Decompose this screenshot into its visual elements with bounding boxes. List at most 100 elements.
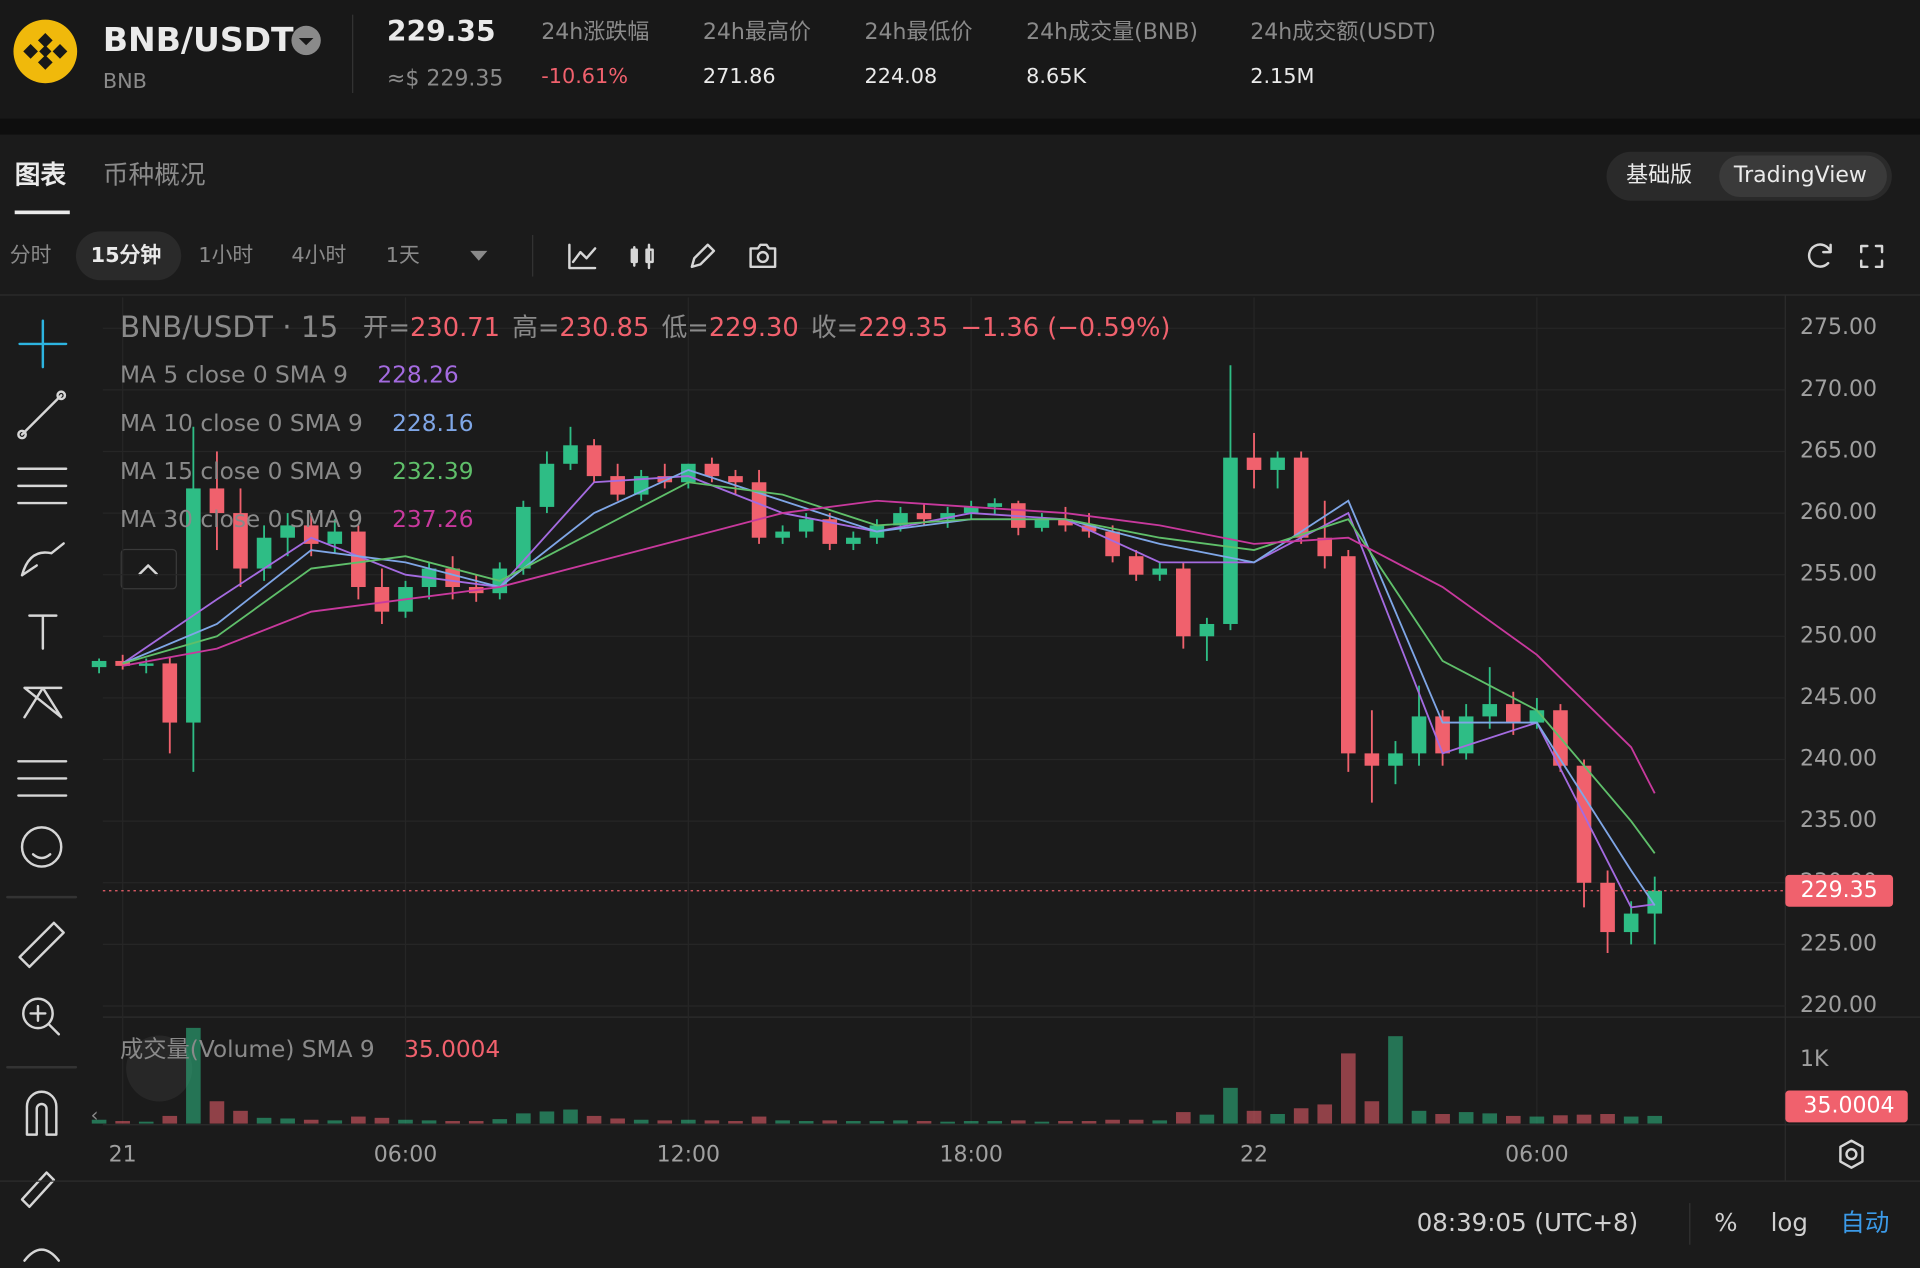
candle-body bbox=[798, 519, 814, 532]
candle-body bbox=[775, 531, 790, 538]
stat-label: 24h成交额(USDT) bbox=[1250, 20, 1436, 45]
candle-body bbox=[1317, 537, 1333, 557]
interval-more[interactable] bbox=[470, 250, 488, 261]
candle-body bbox=[186, 488, 201, 723]
candle-body bbox=[704, 463, 720, 477]
volume-bar bbox=[256, 1117, 272, 1124]
volume-bar bbox=[1011, 1120, 1026, 1124]
ma-name: MA 30 close 0 SMA 9 bbox=[120, 506, 363, 533]
volume-bar bbox=[539, 1111, 555, 1124]
candle-body bbox=[162, 663, 178, 723]
mode-option-active[interactable]: TradingView bbox=[1733, 163, 1867, 188]
x-tick-label: 21 bbox=[109, 1142, 137, 1167]
candle-body bbox=[846, 537, 861, 544]
y-tick-label: 255.00 bbox=[1800, 562, 1877, 587]
candle-body bbox=[516, 506, 531, 569]
interval[interactable]: 4小时 bbox=[291, 243, 346, 267]
candle-body bbox=[445, 568, 460, 588]
volume-tag-label: 35.0004 bbox=[1803, 1093, 1894, 1118]
pair-dropdown[interactable] bbox=[291, 25, 321, 56]
volume-bar bbox=[1576, 1114, 1592, 1124]
stat-value: 271.86 bbox=[703, 64, 776, 88]
ma-value: 228.16 bbox=[392, 409, 473, 436]
last-price: 229.35 bbox=[387, 15, 496, 48]
volume-bar bbox=[1152, 1120, 1168, 1124]
volume-bar bbox=[1411, 1110, 1427, 1124]
ma-legend: MA 30 close 0 SMA 9 237.26 bbox=[120, 506, 474, 533]
volume-bar bbox=[1647, 1115, 1663, 1124]
volume-bar bbox=[657, 1120, 673, 1124]
tv-logo bbox=[126, 1035, 193, 1102]
candle-body bbox=[1623, 913, 1639, 933]
volume-bar bbox=[916, 1121, 932, 1124]
ma-legend: MA 15 close 0 SMA 9 232.39 bbox=[120, 457, 474, 484]
stat-value: 8.65K bbox=[1026, 64, 1087, 88]
candle-body bbox=[138, 663, 154, 666]
candle-body bbox=[1058, 519, 1073, 526]
interval[interactable]: 1天 bbox=[386, 243, 420, 267]
volume-bar bbox=[704, 1120, 720, 1124]
mode-option[interactable]: 基础版 bbox=[1626, 163, 1692, 188]
volume-bar bbox=[1034, 1121, 1050, 1124]
stat-label: 24h成交量(BNB) bbox=[1026, 20, 1198, 45]
toolbar-icons[interactable] bbox=[568, 243, 1884, 270]
interval[interactable]: 分时 bbox=[10, 243, 52, 267]
candle-body bbox=[539, 463, 555, 507]
candle-body bbox=[327, 531, 343, 544]
interval[interactable]: 1小时 bbox=[198, 243, 253, 267]
tab-underline bbox=[14, 210, 70, 215]
candle-body bbox=[1152, 568, 1168, 575]
y-tick-label: 225.00 bbox=[1800, 931, 1877, 956]
candle-body bbox=[822, 519, 838, 544]
interval-active[interactable]: 15分钟 bbox=[91, 243, 162, 267]
price-usd: ≈$ 229.35 bbox=[387, 67, 504, 92]
ma-name: MA 10 close 0 SMA 9 bbox=[120, 409, 363, 436]
volume-bar bbox=[798, 1121, 814, 1124]
volume-bar bbox=[1364, 1101, 1380, 1124]
candle-body bbox=[963, 506, 979, 514]
candle-body bbox=[374, 587, 390, 612]
interval-active-bg bbox=[75, 231, 182, 281]
candle-body bbox=[728, 476, 743, 483]
x-tick-label: 22 bbox=[1240, 1142, 1268, 1167]
volume-bar bbox=[327, 1120, 343, 1124]
stat-label: 24h涨跌幅 bbox=[541, 20, 649, 45]
candle-body bbox=[1199, 623, 1215, 637]
candle-body bbox=[256, 537, 272, 569]
volume-bar bbox=[1435, 1114, 1450, 1124]
volume-bar bbox=[1553, 1115, 1568, 1124]
ohlc-label: 低= bbox=[662, 313, 709, 343]
volume-bar bbox=[492, 1119, 508, 1124]
candle-body bbox=[209, 488, 225, 514]
scale-option[interactable]: log bbox=[1771, 1208, 1808, 1237]
settings-icon[interactable] bbox=[1839, 1139, 1864, 1169]
stat-value: 2.15M bbox=[1250, 64, 1314, 88]
tab-active[interactable]: 图表 bbox=[15, 161, 67, 191]
y-tick-label: 260.00 bbox=[1800, 500, 1877, 525]
volume-bar bbox=[1505, 1115, 1521, 1124]
ohlc-value: 229.35 bbox=[858, 313, 948, 343]
tab[interactable]: 币种概况 bbox=[103, 161, 206, 191]
candle-body bbox=[1081, 525, 1097, 532]
candle-body bbox=[1293, 457, 1309, 538]
scale-option[interactable]: % bbox=[1714, 1208, 1737, 1237]
volume-bar bbox=[610, 1118, 625, 1124]
x-tick-label: 06:00 bbox=[1505, 1142, 1568, 1167]
collapse-arrow[interactable]: ‹ bbox=[91, 1104, 99, 1127]
volume-legend: 成交量(Volume) SMA 9 35.0004 bbox=[120, 1036, 500, 1063]
scale-option-active[interactable]: 自动 bbox=[1840, 1208, 1889, 1237]
drawing-tools[interactable] bbox=[6, 319, 78, 1262]
volume-bar bbox=[162, 1115, 178, 1124]
moving-average-line bbox=[122, 468, 1656, 906]
volume-bar bbox=[1128, 1119, 1144, 1124]
ohlc-label: 开= bbox=[363, 313, 410, 343]
candle-body bbox=[1105, 531, 1120, 557]
volume-bar bbox=[115, 1121, 130, 1124]
legend-collapse[interactable] bbox=[120, 548, 177, 590]
y-tick-label: 235.00 bbox=[1800, 808, 1877, 833]
candle-body bbox=[916, 513, 932, 520]
gap bbox=[0, 118, 1920, 135]
symbol: BNB/USDT · 15 bbox=[120, 310, 338, 344]
volume-bar bbox=[1246, 1110, 1262, 1124]
